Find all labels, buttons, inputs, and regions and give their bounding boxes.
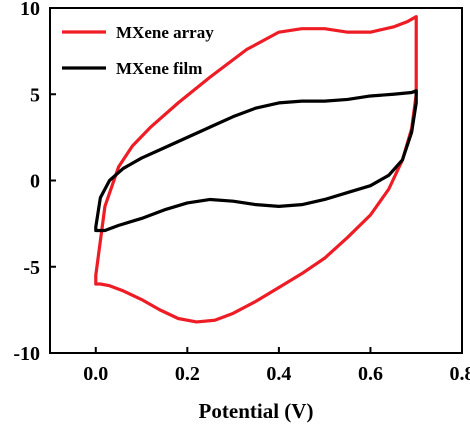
series-line-mxene-film bbox=[96, 91, 416, 231]
y-tick-label: 10 bbox=[20, 0, 40, 20]
x-axis-title: Potential (V) bbox=[199, 399, 314, 423]
legend-label-mxene-film: MXene film bbox=[116, 59, 202, 78]
legend-label-mxene-array: MXene array bbox=[116, 23, 214, 42]
x-tick-label: 0.4 bbox=[266, 363, 291, 385]
legend: MXene array MXene film bbox=[62, 23, 214, 78]
x-tick-label: 0.0 bbox=[83, 363, 108, 385]
x-tick-label: 0.8 bbox=[450, 363, 470, 385]
y-tick-label: -5 bbox=[23, 257, 40, 279]
x-tick-label: 0.2 bbox=[175, 363, 200, 385]
x-tick-label: 0.6 bbox=[358, 363, 383, 385]
y-tick-label: -10 bbox=[13, 343, 40, 365]
y-tick-label: 0 bbox=[30, 171, 40, 193]
axis-ticks: 0.0 0.2 0.4 0.6 0.8 10 5 0 -5 -10 bbox=[13, 0, 470, 385]
y-tick-label: 5 bbox=[30, 84, 40, 106]
